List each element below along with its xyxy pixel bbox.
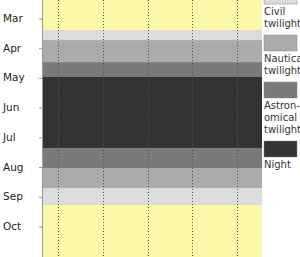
chart: Mar Apr May Jun Jul Aug Sep Oct Civiltwilight Nau… <box>0 0 300 257</box>
band <box>42 168 262 188</box>
y-tick <box>39 167 42 168</box>
y-axis-line <box>42 0 43 257</box>
legend-label: Night <box>264 159 291 170</box>
y-tick-label: May <box>3 71 25 83</box>
band <box>42 40 262 62</box>
y-tick-label: Aug <box>3 161 24 173</box>
band <box>42 30 262 40</box>
y-tick-label: Mar <box>3 12 23 24</box>
y-tick <box>39 48 42 49</box>
y-tick-label: Oct <box>3 220 21 232</box>
grid-line <box>58 0 59 257</box>
bands <box>42 30 262 205</box>
page: {"chart_data": {"type": "band", "color":… <box>0 0 300 257</box>
legend-swatch <box>264 82 297 98</box>
y-tick-label: Apr <box>3 42 22 54</box>
legend-swatch <box>264 35 297 51</box>
legend-label: Civiltwilight <box>264 6 300 29</box>
legend-label: Nauticaltwilight <box>264 53 300 76</box>
y-tick <box>39 78 42 79</box>
legend-swatch <box>264 141 297 157</box>
y-tick <box>39 137 42 138</box>
band <box>42 188 262 205</box>
y-tick <box>39 197 42 198</box>
legend-swatch <box>264 0 297 4</box>
grid-line <box>148 0 149 257</box>
y-tick <box>39 108 42 109</box>
grid-line <box>103 0 104 257</box>
y-tick-label: Jun <box>2 101 19 113</box>
y-tick <box>39 19 42 20</box>
band <box>42 148 262 168</box>
band <box>42 62 262 77</box>
y-tick-label: Jul <box>2 131 16 143</box>
grid-line <box>192 0 193 257</box>
grid-line <box>237 0 238 257</box>
y-tick <box>39 226 42 227</box>
band <box>42 77 262 148</box>
plot-background <box>42 0 262 257</box>
legend-label: Astron-omicaltwilight <box>264 100 300 135</box>
y-tick-label: Sep <box>3 190 23 202</box>
